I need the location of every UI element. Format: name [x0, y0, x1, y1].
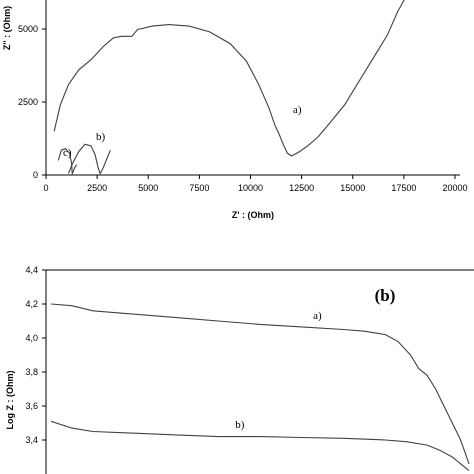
series-label: b)	[96, 131, 106, 143]
y-tick-label: 0	[33, 170, 38, 180]
bode-plot-panel: 4,4 4,2 4,0 3,8 3,6 3,4 a) b) Log Z : (Ohm) (b…	[5, 265, 474, 474]
series-line-b	[67, 143, 111, 175]
y-axis-title: Z'' : (Ohm)	[2, 6, 12, 50]
y-axis-title: Log Z : (Ohm)	[5, 371, 15, 430]
series-label: b)	[235, 419, 245, 431]
series-label: c)	[63, 147, 72, 159]
x-tick-group: 0 2500 5000 7500 10000 12500 15000 17500 20000	[43, 175, 468, 193]
y-tick-label: 3,8	[25, 367, 38, 377]
x-axis-title: Z' : (Ohm)	[232, 210, 274, 220]
series-line-b	[50, 420, 470, 472]
x-tick-label: 12500	[289, 183, 314, 193]
y-tick-label: 3,6	[25, 401, 38, 411]
series-group: a) b)	[50, 303, 470, 472]
x-tick-label: 7500	[189, 183, 209, 193]
x-tick-label: 0	[43, 183, 48, 193]
series-line-a	[50, 303, 470, 464]
x-tick-label: 10000	[238, 183, 263, 193]
series-line-c	[57, 148, 78, 176]
y-tick-label: 3,4	[25, 435, 38, 445]
series-label: a)	[313, 310, 322, 322]
x-tick-label: 15000	[340, 183, 365, 193]
y-tick-label: 4,2	[25, 299, 38, 309]
y-tick-label: 4,0	[25, 333, 38, 343]
y-tick-label: 2500	[18, 97, 38, 107]
x-tick-label: 2500	[87, 183, 107, 193]
series-label: a)	[293, 104, 302, 116]
series-group: a) b) c)	[53, 0, 405, 176]
panel-label: (b)	[375, 286, 396, 305]
x-tick-label: 17500	[391, 183, 416, 193]
y-tick-group: 4,4 4,2 4,0 3,8 3,6 3,4	[25, 265, 46, 445]
y-tick-label: 5000	[18, 24, 38, 34]
series-line-a	[53, 0, 405, 157]
nyquist-plot-panel: 0 2500 5000 7500 10000 12500 15000 17500 20000 0…	[2, 0, 468, 220]
x-tick-label: 5000	[138, 183, 158, 193]
x-tick-label: 20000	[442, 183, 467, 193]
y-tick-label: 4,4	[25, 265, 38, 275]
y-tick-group: 0 2500 5000	[18, 24, 46, 180]
